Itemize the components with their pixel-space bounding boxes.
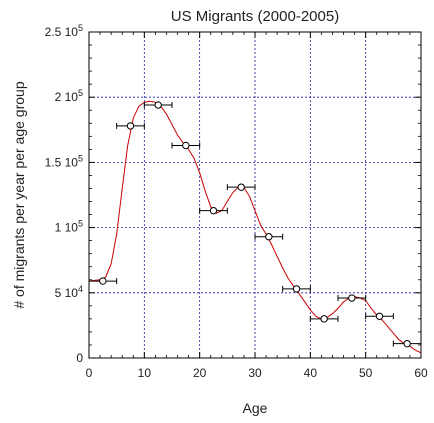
- data-point: [348, 294, 356, 302]
- points-layer: [88, 101, 422, 348]
- y-tick-label: 1.5 105: [45, 153, 83, 169]
- x-tick-label: 30: [248, 366, 262, 380]
- curve-layer: [88, 100, 422, 354]
- data-point: [209, 206, 218, 215]
- fitted-curve: [88, 100, 422, 354]
- data-point: [403, 339, 411, 348]
- y-tick-label: 0: [76, 351, 83, 365]
- data-point: [292, 285, 301, 293]
- data-point: [99, 277, 107, 285]
- grid-layer: [89, 32, 421, 358]
- x-axis-label: Age: [243, 400, 268, 416]
- labels-layer: 0 10 20 30 40 50 60 0 5 104 1 105 1.5 105 2 105 2.5 …: [45, 23, 428, 380]
- data-point: [320, 315, 328, 323]
- y-tick-label: 5 104: [55, 284, 83, 300]
- x-tick-label: 0: [86, 366, 93, 380]
- data-point: [182, 141, 190, 150]
- y-tick-label: 2.5 105: [45, 23, 83, 39]
- y-tick-label: 1 105: [55, 219, 83, 235]
- data-point: [126, 122, 135, 130]
- chart-title: US Migrants (2000-2005): [171, 8, 339, 25]
- ticks-layer: [88, 31, 422, 359]
- x-tick-label: 40: [304, 366, 318, 380]
- data-point: [375, 312, 384, 320]
- x-tick-label: 50: [359, 366, 373, 380]
- y-axis-label: # of migrants per year per age group: [11, 81, 27, 308]
- data-point: [154, 101, 162, 109]
- data-point: [237, 183, 245, 191]
- y-tick-label: 2 105: [55, 88, 83, 104]
- x-tick-label: 60: [414, 366, 428, 380]
- x-tick-label: 20: [193, 366, 207, 380]
- data-point: [265, 233, 273, 241]
- x-tick-label: 10: [138, 366, 152, 380]
